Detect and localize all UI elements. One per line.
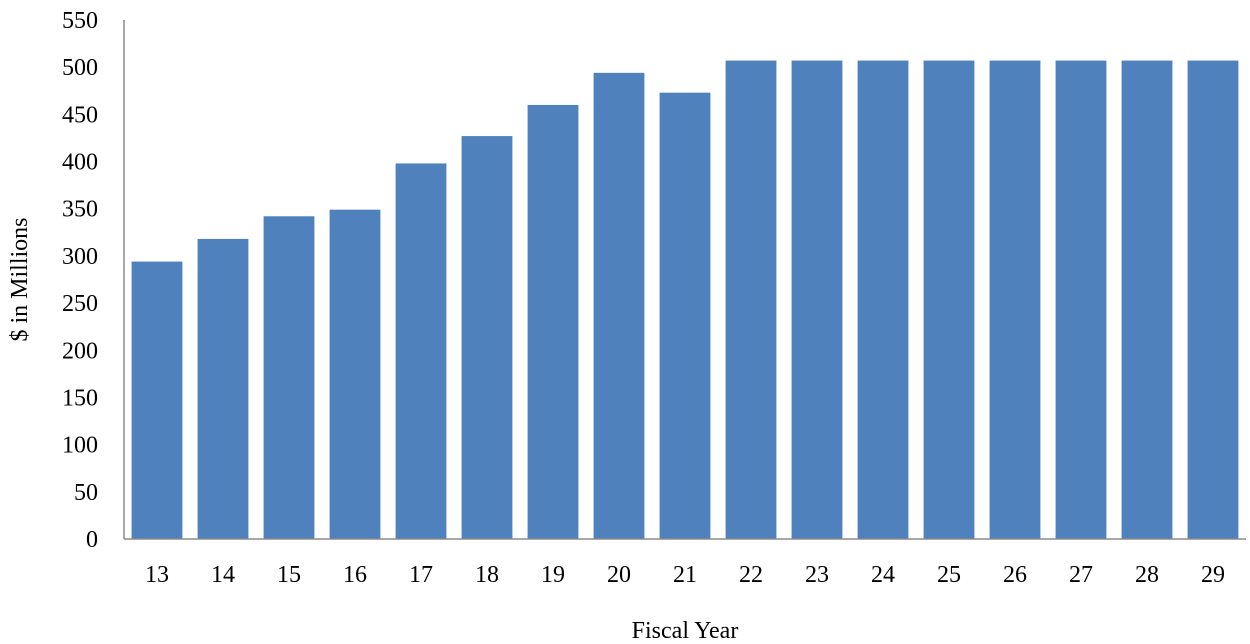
y-tick-label: 300 [62,244,98,270]
x-tick-label: 19 [541,562,565,588]
bar-15 [263,216,315,539]
x-tick-label: 18 [475,562,499,588]
y-tick-label: 0 [86,527,98,553]
x-tick-label: 29 [1201,562,1225,588]
y-tick-label: 450 [62,102,98,128]
x-tick-label: 27 [1069,562,1093,588]
y-tick-label: 400 [62,150,98,176]
bar-21 [659,92,711,539]
x-tick-label: 20 [607,562,631,588]
x-tick-label: 17 [409,562,433,588]
bar-27 [1055,60,1107,539]
bar-20 [593,72,645,539]
bar-26 [989,60,1041,539]
y-tick-label: 250 [62,291,98,317]
bar-14 [197,238,249,540]
x-tick-label: 22 [739,562,763,588]
y-tick-label: 550 [62,8,98,34]
x-axis-title: Fiscal Year [632,618,739,644]
bars-group [131,60,1239,540]
x-tick-label: 15 [277,562,301,588]
x-tick-label: 23 [805,562,829,588]
x-tick-label: 21 [673,562,697,588]
bar-18 [461,136,513,539]
x-axis-ticks: 13 14 15 16 17 18 19 20 21 22 23 24 25 26 27 28 29 [145,562,1225,588]
y-tick-label: 200 [62,338,98,364]
y-tick-label: 500 [62,55,98,81]
x-tick-label: 28 [1135,562,1159,588]
bar-23 [791,60,843,539]
x-tick-label: 16 [343,562,367,588]
bar-13 [131,261,183,539]
y-tick-label: 100 [62,433,98,459]
x-tick-label: 14 [211,562,235,588]
y-tick-label: 350 [62,197,98,223]
bar-28 [1121,60,1173,539]
y-axis-ticks: 0 50 100 150 200 250 300 350 400 450 500 550 [62,8,98,553]
bar-17 [395,163,447,539]
x-tick-label: 24 [871,562,895,588]
x-tick-label: 26 [1003,562,1027,588]
bar-19 [527,104,579,540]
x-tick-label: 25 [937,562,961,588]
y-tick-label: 50 [74,480,98,506]
bar-22 [725,60,777,539]
bar-25 [923,60,975,539]
x-tick-label: 13 [145,562,169,588]
y-tick-label: 150 [62,385,98,411]
y-axis-title: $ in Millions [7,217,33,341]
bar-29 [1187,60,1239,539]
bar-16 [329,209,381,540]
bar-24 [857,60,909,539]
